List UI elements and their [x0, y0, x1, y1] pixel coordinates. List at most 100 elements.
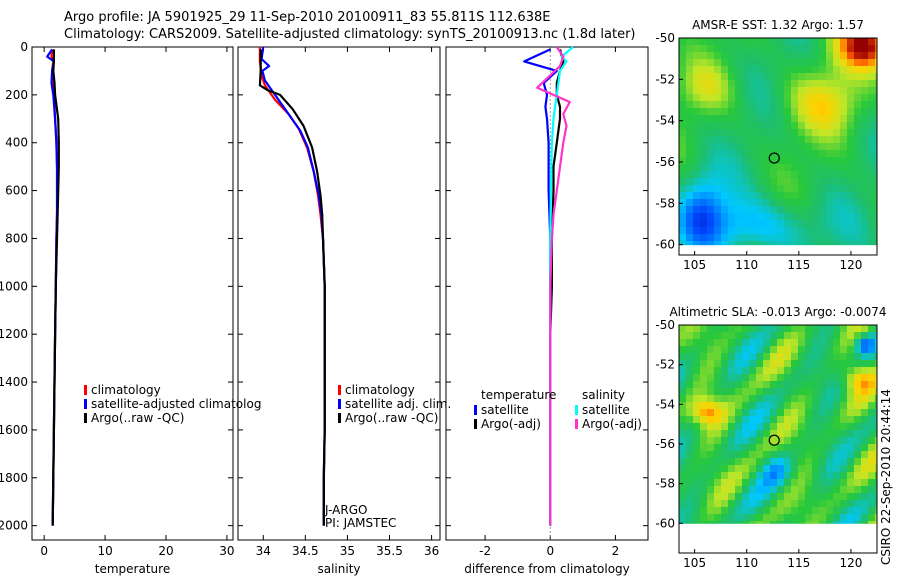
map-cell: [868, 143, 876, 151]
map-cell: [805, 227, 813, 235]
map-cell: [875, 339, 877, 347]
map-cell: [770, 150, 778, 158]
map-cell: [693, 178, 701, 186]
map-cell: [700, 430, 708, 438]
y-tick-label: -56: [655, 155, 675, 169]
y-tick-label: -60: [655, 238, 675, 252]
map-cell: [784, 234, 792, 242]
map-cell: [721, 339, 729, 347]
map-cell: [721, 213, 729, 221]
map-cell: [686, 486, 694, 494]
map-cell: [791, 80, 799, 88]
map-cell: [819, 444, 827, 452]
map-cell: [735, 437, 743, 445]
map-cell: [679, 479, 687, 487]
map-cell: [735, 108, 743, 116]
map-cell: [777, 66, 785, 74]
map-cell: [735, 213, 743, 221]
map-cell: [763, 325, 771, 333]
map-cell: [707, 402, 715, 410]
map-cell: [840, 199, 848, 207]
map-cell: [714, 185, 722, 193]
map-cell: [735, 465, 743, 473]
map-cell: [847, 59, 855, 67]
map-cell: [714, 437, 722, 445]
map-cell: [812, 45, 820, 53]
map-cell: [714, 87, 722, 95]
map-cell: [700, 73, 708, 81]
map-cell: [791, 73, 799, 81]
map-cell: [749, 451, 757, 459]
map-cell: [861, 206, 869, 214]
map-cell: [700, 199, 708, 207]
map-cell: [861, 115, 869, 123]
map-cell: [805, 430, 813, 438]
map-cell: [833, 66, 841, 74]
map-cell: [749, 353, 757, 361]
map-cell: [847, 381, 855, 389]
map-cell: [826, 507, 834, 515]
map-field: [679, 38, 877, 255]
map-cell: [742, 178, 750, 186]
map-cell: [777, 444, 785, 452]
x-tick-label: 20: [158, 544, 173, 558]
map-cell: [763, 374, 771, 382]
map-cell: [770, 367, 778, 375]
map-cell: [777, 185, 785, 193]
map-cell: [749, 241, 757, 246]
map-panel-sla: 105 110 115 120-50-52-54-56-58-60Altimetric…: [655, 305, 886, 570]
map-cell: [812, 241, 820, 246]
map-cell: [714, 199, 722, 207]
map-cell: [700, 402, 708, 410]
map-cell: [798, 136, 806, 144]
map-cell: [826, 136, 834, 144]
map-cell: [791, 192, 799, 200]
legend-entry: Argo(-adj): [481, 417, 541, 431]
map-cell: [833, 402, 841, 410]
map-cell: [847, 465, 855, 473]
map-cell: [707, 507, 715, 515]
map-cell: [819, 507, 827, 515]
map-cell: [749, 157, 757, 165]
x-tick-label: 115: [787, 556, 810, 570]
map-cell: [861, 108, 869, 116]
map-cell: [707, 437, 715, 445]
map-cell: [700, 45, 708, 53]
map-cell: [777, 227, 785, 235]
map-cell: [833, 514, 841, 522]
map-cell: [777, 381, 785, 389]
map-cell: [791, 227, 799, 235]
map-cell: [840, 185, 848, 193]
map-cell: [700, 416, 708, 424]
map-cell: [833, 52, 841, 60]
map-cell: [819, 374, 827, 382]
map-cell: [819, 416, 827, 424]
map-cell: [763, 52, 771, 60]
map-cell: [707, 143, 715, 151]
map-cell: [728, 38, 736, 46]
map-cell: [791, 143, 799, 151]
map-cell: [805, 143, 813, 151]
map-cell: [742, 472, 750, 480]
map-cell: [707, 500, 715, 508]
map-cell: [721, 115, 729, 123]
map-cell: [791, 115, 799, 123]
map-cell: [749, 402, 757, 410]
map-cell: [812, 367, 820, 375]
map-cell: [749, 80, 757, 88]
map-cell: [707, 353, 715, 361]
y-tick-label: -58: [655, 196, 675, 210]
map-cell: [679, 227, 687, 235]
map-cell: [679, 395, 687, 403]
panel-frame: [31, 46, 234, 541]
map-cell: [777, 395, 785, 403]
map-cell: [875, 115, 877, 123]
map-cell: [749, 52, 757, 60]
map-cell: [679, 199, 687, 207]
map-cell: [854, 241, 862, 246]
map-cell: [763, 451, 771, 459]
map-cell: [840, 395, 848, 403]
map-cell: [686, 234, 694, 242]
map-cell: [840, 59, 848, 67]
map-cell: [686, 353, 694, 361]
